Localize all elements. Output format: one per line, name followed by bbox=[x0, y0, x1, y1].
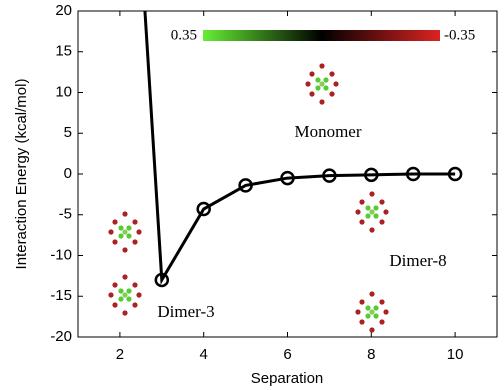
y-tick-label: -5 bbox=[59, 206, 72, 223]
x-tick-label: 4 bbox=[200, 346, 208, 363]
atom bbox=[305, 81, 310, 86]
atom bbox=[329, 71, 334, 76]
y-tick-label: -20 bbox=[50, 328, 72, 345]
atom bbox=[373, 305, 378, 310]
atom bbox=[369, 291, 374, 296]
x-axis-label: Separation bbox=[251, 370, 324, 387]
molecule-icon bbox=[108, 274, 141, 315]
atom bbox=[126, 225, 131, 230]
atom bbox=[122, 211, 127, 216]
atom bbox=[369, 309, 374, 314]
y-tick-label: 5 bbox=[64, 124, 72, 141]
atom bbox=[309, 71, 314, 76]
atom bbox=[355, 309, 360, 314]
atom bbox=[118, 233, 123, 238]
atom bbox=[108, 292, 113, 297]
atom bbox=[373, 313, 378, 318]
atom bbox=[373, 205, 378, 210]
atom bbox=[323, 85, 328, 90]
molecule-icon bbox=[108, 211, 141, 252]
atom bbox=[136, 229, 141, 234]
atom bbox=[369, 191, 374, 196]
atom bbox=[365, 205, 370, 210]
atom bbox=[122, 292, 127, 297]
y-tick-label: 15 bbox=[55, 43, 72, 60]
atom bbox=[319, 63, 324, 68]
y-tick-label: 20 bbox=[55, 2, 72, 19]
atom bbox=[118, 296, 123, 301]
y-axis-label: Interaction Energy (kcal/mol) bbox=[13, 79, 30, 270]
atom bbox=[359, 199, 364, 204]
annotation: Monomer bbox=[294, 122, 361, 141]
molecule-icon bbox=[355, 191, 388, 232]
chart: Separation Interaction Energy (kcal/mol)… bbox=[0, 0, 504, 390]
x-tick-label: 8 bbox=[367, 346, 375, 363]
atom bbox=[122, 310, 127, 315]
atom bbox=[365, 313, 370, 318]
atom bbox=[132, 282, 137, 287]
atom bbox=[112, 239, 117, 244]
atom bbox=[132, 239, 137, 244]
atom bbox=[329, 91, 334, 96]
atom bbox=[379, 299, 384, 304]
atom bbox=[315, 85, 320, 90]
y-tick-label: -10 bbox=[50, 246, 72, 263]
atom bbox=[365, 305, 370, 310]
atom bbox=[359, 299, 364, 304]
annotation: Dimer-3 bbox=[157, 302, 214, 321]
atom bbox=[136, 292, 141, 297]
colorbar bbox=[203, 30, 440, 41]
colorbar-label: -0.35 bbox=[444, 27, 475, 43]
atom bbox=[122, 274, 127, 279]
x-tick-label: 6 bbox=[283, 346, 291, 363]
molecule-icon bbox=[355, 291, 388, 332]
atom bbox=[379, 219, 384, 224]
atom bbox=[126, 288, 131, 293]
atom bbox=[126, 296, 131, 301]
atom bbox=[309, 91, 314, 96]
atom bbox=[112, 302, 117, 307]
atom bbox=[122, 229, 127, 234]
x-tick-label: 2 bbox=[116, 346, 124, 363]
y-tick-label: 10 bbox=[55, 83, 72, 100]
atom bbox=[118, 288, 123, 293]
atom bbox=[379, 199, 384, 204]
atom bbox=[112, 219, 117, 224]
atom bbox=[126, 233, 131, 238]
atom bbox=[132, 219, 137, 224]
atom bbox=[122, 247, 127, 252]
atom bbox=[319, 81, 324, 86]
annotation: Dimer-8 bbox=[389, 251, 446, 270]
atom bbox=[379, 319, 384, 324]
colorbar-label: 0.35 bbox=[171, 27, 197, 43]
atom bbox=[365, 213, 370, 218]
atom bbox=[112, 282, 117, 287]
atom bbox=[319, 99, 324, 104]
atom bbox=[359, 219, 364, 224]
atom bbox=[383, 309, 388, 314]
y-tick-label: -15 bbox=[50, 287, 72, 304]
atom bbox=[373, 213, 378, 218]
atom bbox=[333, 81, 338, 86]
atom bbox=[323, 77, 328, 82]
atom bbox=[359, 319, 364, 324]
atom bbox=[132, 302, 137, 307]
atom bbox=[355, 209, 360, 214]
atom bbox=[118, 225, 123, 230]
molecule-icon bbox=[305, 63, 338, 104]
atom bbox=[383, 209, 388, 214]
atom bbox=[108, 229, 113, 234]
x-tick-label: 10 bbox=[447, 346, 464, 363]
atom bbox=[369, 209, 374, 214]
atom bbox=[315, 77, 320, 82]
y-tick-label: 0 bbox=[64, 165, 72, 182]
atom bbox=[369, 327, 374, 332]
atom bbox=[369, 227, 374, 232]
